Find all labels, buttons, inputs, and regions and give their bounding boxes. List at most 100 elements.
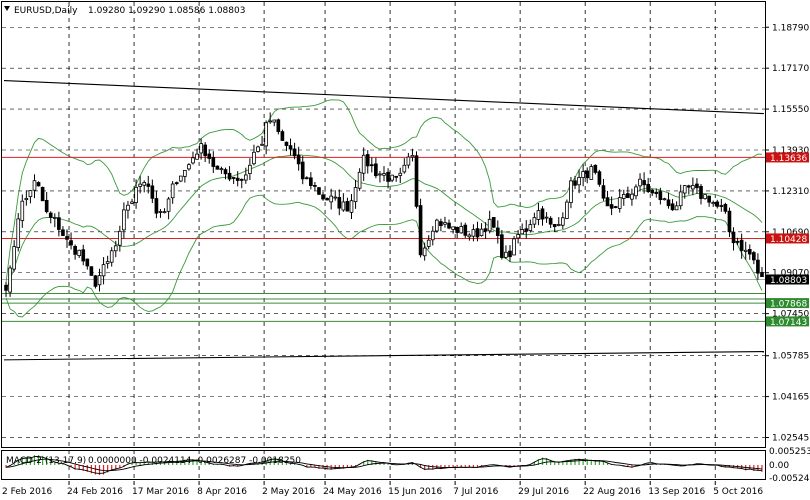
bear-candle-body — [670, 203, 675, 211]
candle — [369, 157, 374, 173]
bear-candle-body — [500, 234, 504, 258]
bull-candle-body — [118, 230, 122, 246]
bull-candle-body — [113, 245, 118, 252]
bull-candle-body — [556, 224, 561, 226]
candle — [500, 229, 504, 260]
candle — [24, 190, 29, 206]
bear-candle-body — [540, 208, 545, 220]
bear-candle-body — [605, 197, 610, 207]
bear-candle-body — [447, 222, 451, 229]
price-tick-label: 1.18790 — [772, 23, 809, 33]
candle — [422, 242, 427, 261]
bear-candle-body — [65, 236, 69, 240]
bull-candle-body — [52, 216, 57, 219]
macd-label: MACD-2 (13,17,9) — [6, 456, 86, 466]
candle — [756, 253, 760, 280]
bear-candle-body — [203, 144, 207, 157]
candle — [215, 165, 220, 170]
price-tick-label: 1.07450 — [772, 310, 809, 320]
bull-candle-body — [743, 249, 748, 252]
price-tick-label: 1.17170 — [772, 64, 809, 74]
bear-candle-body — [85, 258, 90, 267]
candle — [524, 220, 529, 239]
bull-candle-body — [703, 194, 707, 200]
candle — [536, 203, 541, 226]
bull-candle-body — [142, 182, 147, 186]
candle — [118, 225, 122, 252]
bull-candle-body — [426, 239, 431, 247]
candle — [81, 244, 86, 266]
macd-pane[interactable] — [1, 450, 766, 480]
candle — [487, 210, 492, 234]
bear-candle-body — [276, 119, 281, 132]
bear-candle-body — [48, 212, 53, 218]
candle — [321, 191, 325, 201]
bull-candle-body — [662, 198, 667, 201]
macd-values: 0.0000000 -0.0024114 -0.0026287 -0.00182… — [88, 456, 301, 466]
candle — [276, 118, 281, 135]
collapse-arrow-icon[interactable] — [4, 6, 10, 11]
bull-candle-body — [467, 234, 472, 238]
bull-candle-body — [158, 211, 163, 213]
bull-candle-body — [634, 186, 638, 197]
bull-candle-body — [565, 201, 569, 219]
bear-candle-body — [760, 272, 764, 278]
bear-candle-body — [337, 197, 342, 209]
candle — [520, 223, 525, 235]
candle — [36, 181, 41, 187]
candle — [475, 221, 480, 242]
bear-candle-body — [695, 183, 699, 189]
bull-candle-body — [390, 174, 394, 181]
candle — [443, 216, 447, 228]
candle — [686, 184, 691, 195]
candle — [122, 202, 126, 239]
bear-candle-body — [288, 145, 293, 150]
candle — [16, 213, 21, 252]
candle — [264, 120, 268, 155]
candle — [573, 176, 577, 190]
candle — [313, 181, 317, 191]
date-tick-label: 17 Mar 2016 — [132, 487, 189, 497]
bull-candle-body — [248, 164, 252, 174]
candle — [113, 240, 118, 258]
candle — [191, 151, 195, 165]
candle — [268, 112, 273, 124]
bull-candle-body — [126, 204, 130, 211]
bear-candle-body — [613, 206, 618, 208]
candle — [178, 175, 183, 183]
candle — [666, 192, 671, 209]
macd-series — [5, 455, 763, 475]
candle — [85, 258, 90, 270]
candle — [455, 226, 459, 239]
bull-candle-body — [561, 217, 565, 226]
bear-candle-body — [325, 198, 329, 201]
candle — [150, 179, 155, 204]
price-tag-label: 1.10428 — [770, 235, 807, 245]
candle — [483, 222, 488, 239]
candle — [646, 177, 650, 194]
macd-signal-line — [5, 458, 763, 472]
macd-tick-label: -0.0052462 — [769, 474, 810, 484]
bear-candle-body — [284, 141, 289, 146]
candle — [12, 240, 16, 272]
candle — [365, 150, 370, 174]
bull-candle-body — [32, 180, 37, 191]
bull-candle-body — [353, 187, 358, 203]
candle — [57, 211, 61, 237]
bollinger-upper-band — [5, 99, 763, 283]
price-tick-label: 1.10690 — [772, 228, 809, 238]
bull-candle-body — [12, 246, 16, 270]
candle — [20, 194, 25, 228]
bull-candle-body — [378, 173, 382, 176]
candle — [256, 145, 260, 153]
bear-candle-body — [626, 193, 630, 199]
main-price-pane[interactable] — [1, 1, 766, 448]
candle — [304, 176, 309, 180]
bull-candle-body — [406, 156, 411, 166]
bull-candle-body — [341, 201, 346, 211]
bull-candle-body — [471, 229, 476, 237]
bull-candle-body — [532, 217, 537, 225]
price-tag-label: 1.13636 — [770, 154, 807, 164]
